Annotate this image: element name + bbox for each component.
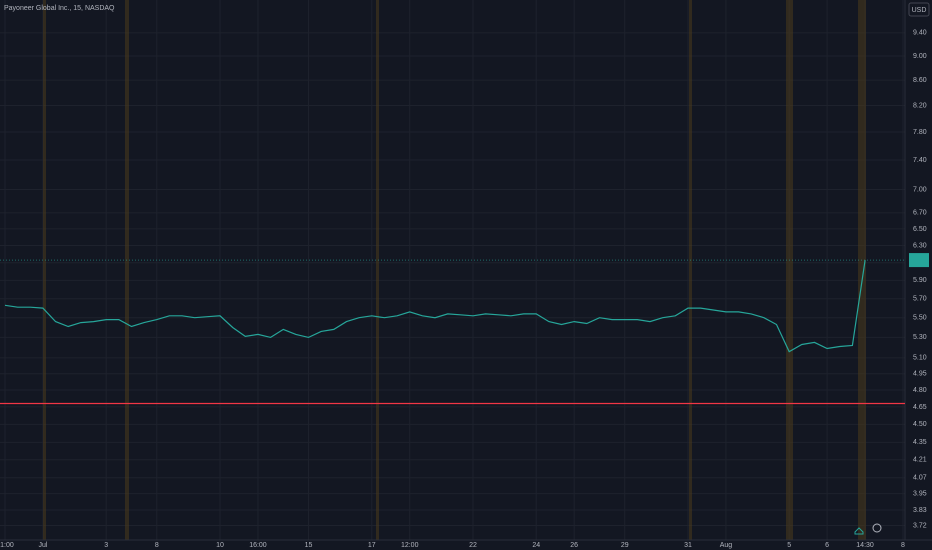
y-tick-label: 4.95 <box>913 371 927 378</box>
y-tick-label: 8.60 <box>913 77 927 84</box>
event-icon[interactable] <box>872 523 882 533</box>
y-tick-label: 8.20 <box>913 102 927 109</box>
y-tick-label: 5.30 <box>913 334 927 341</box>
y-tick-label: 4.65 <box>913 404 927 411</box>
session-band <box>689 0 692 540</box>
y-tick-label: 6.50 <box>913 226 927 233</box>
currency-button[interactable] <box>908 2 930 17</box>
x-tick-label: 8 <box>155 542 159 549</box>
x-tick-label: 5 <box>787 542 791 549</box>
session-band <box>858 0 866 540</box>
y-tick-label: 9.00 <box>913 53 927 60</box>
y-tick-label: 7.00 <box>913 186 927 193</box>
session-band <box>43 0 46 540</box>
x-tick-label: 15 <box>305 542 313 549</box>
y-tick-label: 6.30 <box>913 242 927 249</box>
x-tick-label: Aug <box>720 542 733 549</box>
x-tick-label: 10 <box>216 542 224 549</box>
x-tick-label: 3 <box>104 542 108 549</box>
x-tick-label: 22 <box>469 542 477 549</box>
y-tick-label: 9.40 <box>913 30 927 37</box>
y-tick-label: 4.07 <box>913 475 927 482</box>
x-tick-label: 16:00 <box>249 542 267 549</box>
x-tick-label: 31 <box>684 542 692 549</box>
x-tick-label: 26 <box>570 542 578 549</box>
last-price-badge <box>909 253 929 268</box>
x-tick-label: 6 <box>825 542 829 549</box>
dividend-icon[interactable] <box>854 527 864 535</box>
currency-label[interactable]: USD <box>912 7 927 14</box>
session-band <box>786 0 793 540</box>
x-tick-label: 21:00 <box>0 542 14 549</box>
session-band <box>125 0 129 540</box>
y-tick-label: 4.35 <box>913 439 927 446</box>
x-tick-label: 8 <box>901 542 905 549</box>
y-tick-label: 7.80 <box>913 129 927 136</box>
y-tick-label: 4.80 <box>913 387 927 394</box>
x-tick-label: 17 <box>368 542 376 549</box>
y-tick-label: 6.70 <box>913 210 927 217</box>
session-bands <box>43 0 866 540</box>
session-band <box>376 0 379 540</box>
y-tick-label: 3.83 <box>913 507 927 514</box>
x-tick-label: Jul <box>38 542 47 549</box>
y-tick-label: 3.95 <box>913 490 927 497</box>
y-tick-label: 5.70 <box>913 296 927 303</box>
y-tick-label: 5.90 <box>913 277 927 284</box>
y-tick-label: 5.10 <box>913 355 927 362</box>
y-tick-label: 4.50 <box>913 421 927 428</box>
x-tick-label: 14:30 <box>856 542 874 549</box>
x-tick-label: 24 <box>532 542 540 549</box>
y-tick-label: 7.40 <box>913 157 927 164</box>
price-line <box>4 260 866 353</box>
x-tick-label: 29 <box>621 542 629 549</box>
y-tick-label: 5.50 <box>913 315 927 322</box>
y-tick-label: 4.21 <box>913 457 927 464</box>
chart-title: Payoneer Global Inc., 15, NASDAQ <box>4 5 115 12</box>
y-tick-label: 3.72 <box>913 522 927 529</box>
x-tick-label: 12:00 <box>401 542 419 549</box>
